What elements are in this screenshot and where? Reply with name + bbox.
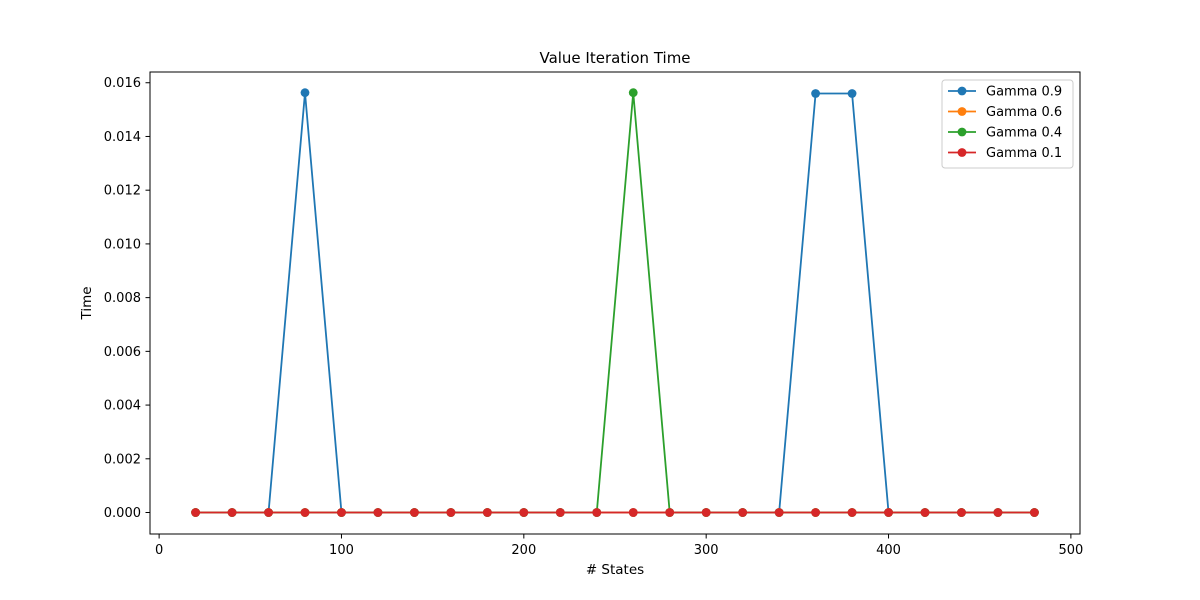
data-point — [738, 508, 748, 517]
legend: Gamma 0.9 Gamma 0.6 Gamma 0.4 Gamma 0.1 — [941, 79, 1074, 169]
x-tick-label: 400 — [876, 543, 901, 558]
data-point — [1030, 508, 1039, 517]
data-point — [628, 88, 638, 98]
series-gamma-0-4 — [191, 88, 1039, 517]
series-gamma-0-1 — [191, 508, 1039, 517]
x-tick-label: 100 — [329, 543, 354, 558]
series-layer — [191, 88, 1039, 517]
data-point — [555, 508, 565, 517]
data-point — [701, 508, 711, 517]
data-point — [884, 508, 893, 517]
data-point — [811, 508, 820, 517]
legend-label: Gamma 0.6 — [986, 105, 1062, 120]
data-point — [957, 508, 966, 517]
data-point — [519, 508, 529, 517]
data-point — [592, 508, 602, 517]
legend-item: Gamma 0.9 — [948, 85, 1062, 100]
legend-item: Gamma 0.6 — [948, 105, 1062, 120]
legend-label: Gamma 0.1 — [986, 146, 1062, 161]
data-point — [300, 88, 310, 98]
data-point — [191, 508, 200, 517]
data-point — [993, 508, 1003, 517]
data-point — [446, 508, 456, 517]
y-tick-label: 0.012 — [104, 184, 141, 199]
data-point — [264, 508, 273, 517]
data-point — [227, 508, 237, 517]
chart-title: Value Iteration Time — [539, 49, 690, 67]
data-point — [482, 508, 492, 517]
y-tick-label: 0.016 — [104, 76, 141, 91]
data-point — [337, 508, 346, 517]
series-line — [195, 91, 1035, 514]
data-point — [847, 89, 857, 98]
legend-label: Gamma 0.9 — [986, 85, 1062, 100]
data-point — [665, 508, 675, 517]
data-point — [920, 508, 930, 517]
y-tick-label: 0.006 — [104, 345, 141, 360]
data-point — [373, 508, 383, 517]
y-tick-label: 0.014 — [104, 130, 141, 145]
y-tick-label: 0.008 — [104, 291, 141, 306]
legend-label: Gamma 0.4 — [986, 126, 1062, 141]
data-point — [410, 508, 419, 517]
data-point — [774, 508, 784, 517]
plot-frame — [149, 71, 1081, 535]
legend-marker — [957, 127, 967, 137]
legend-item: Gamma 0.1 — [948, 146, 1062, 161]
legend-item: Gamma 0.4 — [948, 126, 1062, 141]
x-axis-title: # States — [586, 562, 644, 578]
x-ticks: 0 100 200 300 400 500 — [155, 534, 1083, 558]
axes-layer — [149, 71, 1081, 535]
y-ticks: 0.000 0.002 0.004 0.006 0.008 0.010 0.012 0.014… — [104, 76, 150, 521]
data-point — [847, 508, 857, 517]
legend-marker — [957, 148, 967, 157]
data-point — [628, 508, 638, 517]
legend-box — [941, 79, 1074, 169]
data-point — [300, 508, 310, 517]
data-point — [811, 89, 820, 98]
y-tick-label: 0.004 — [104, 399, 141, 414]
y-tick-label: 0.000 — [104, 506, 141, 521]
y-axis-title: Time — [79, 286, 95, 320]
legend-marker — [957, 86, 967, 96]
y-tick-label: 0.002 — [104, 452, 141, 467]
x-tick-label: 0 — [155, 543, 163, 558]
x-tick-label: 200 — [511, 543, 536, 558]
legend-marker — [957, 107, 967, 116]
x-tick-label: 500 — [1058, 543, 1083, 558]
y-tick-label: 0.010 — [104, 237, 141, 252]
x-tick-label: 300 — [694, 543, 719, 558]
